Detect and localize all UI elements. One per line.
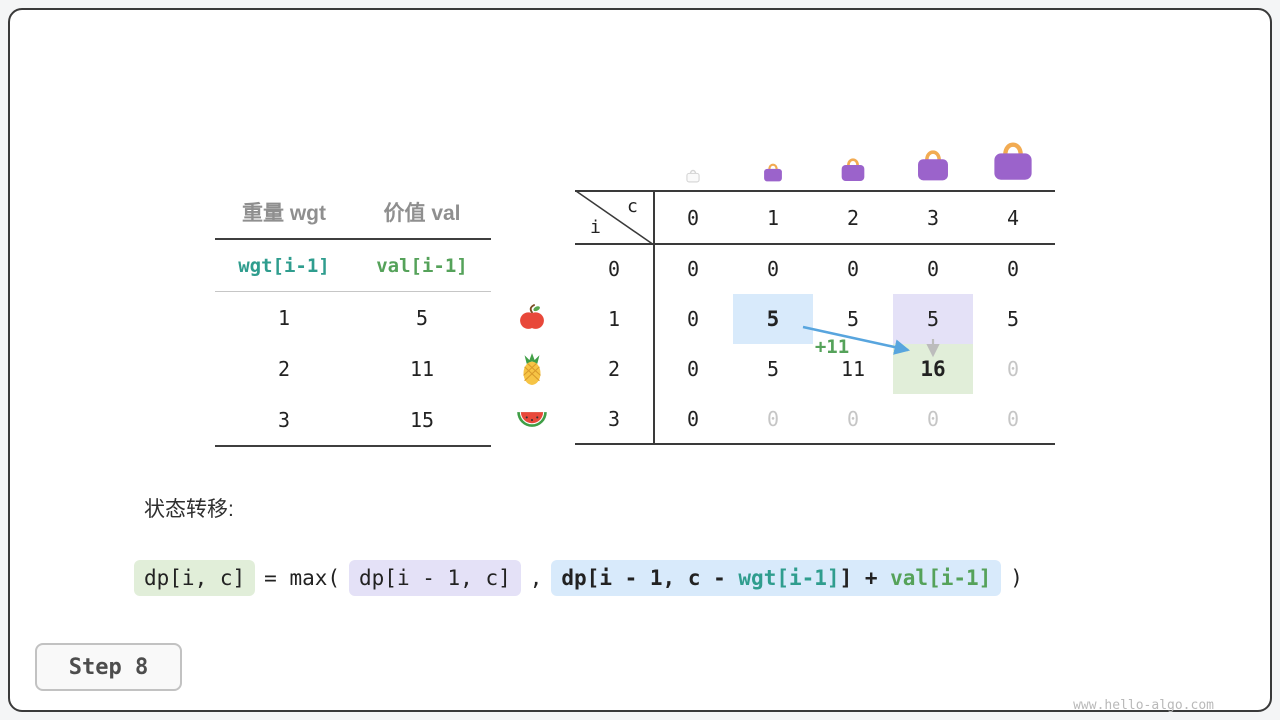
step-badge: Step 8: [35, 643, 182, 691]
dp-cell-2-0: 0: [686, 357, 700, 381]
dp-table-grid: 0 1 2 3 4 0 0 0 0 0 0 5 5 5 5 0 5 11 16 …: [653, 192, 1053, 444]
state-transition-formula: dp[i, c] = max( dp[i - 1, c] , dp[i - 1,…: [134, 560, 1032, 596]
dp-cell-3-1: 0: [766, 407, 780, 431]
formula-lhs-chip: dp[i, c]: [134, 560, 256, 596]
bag-icon-capacity-2: [838, 155, 868, 187]
bag-icon-capacity-0: [685, 168, 701, 187]
dp-cell-2-1: 5: [766, 357, 780, 381]
formula-close: ): [1010, 566, 1023, 590]
dp-cell-1-0: 0: [686, 307, 700, 331]
dp-cell-0-0: 0: [686, 257, 700, 281]
bag-icon-capacity-4: [988, 137, 1038, 187]
formula-arg2-val: val[i-1]: [890, 566, 992, 590]
dp-row-labels: 0 1 2 3: [575, 244, 653, 444]
formula-arg1-chip: dp[i - 1, c]: [349, 560, 521, 596]
dp-top-line: [575, 190, 1055, 192]
item-2-weight: 2: [277, 356, 291, 381]
col-header-weight: 重量 wgt: [242, 202, 326, 225]
item-row-1: 1 5: [215, 292, 491, 343]
step-label: Step 8: [68, 654, 149, 680]
formula-comma: ,: [529, 566, 543, 590]
corner-col-var: c: [627, 196, 638, 217]
col-header-value: 价值 val: [383, 202, 461, 225]
items-formula-row: wgt[i-1] val[i-1]: [215, 240, 491, 292]
dp-cell-0-1: 0: [766, 257, 780, 281]
watermark: www.hello-algo.com: [1073, 698, 1214, 713]
dp-cell-2-3: 16: [893, 344, 973, 394]
dp-cell-3-0: 0: [686, 407, 700, 431]
bag-icon-capacity-3: [913, 146, 953, 187]
formula-arg2-chip: dp[i - 1, c - wgt[i-1]] + val[i-1]: [551, 560, 1002, 596]
dp-vertical-line: [653, 190, 655, 445]
corner-row-var: i: [590, 217, 601, 238]
watermelon-icon: [514, 394, 550, 445]
formula-arg2-wgt: wgt[i-1]: [738, 566, 840, 590]
formula-arg2-prefix: dp[i - 1, c -: [561, 566, 739, 590]
dp-col-header-2: 2: [846, 206, 860, 230]
item-2-value: 11: [409, 356, 435, 381]
item-3-value: 15: [409, 407, 435, 432]
dp-col-header-4: 4: [1006, 206, 1020, 230]
dp-cell-1-1: 5: [733, 294, 813, 344]
dp-cell-3-4: 0: [1006, 407, 1020, 431]
dp-cell-1-4: 5: [1006, 307, 1020, 331]
dp-row-label-2: 2: [607, 357, 621, 381]
dp-cell-0-3: 0: [926, 257, 940, 281]
dp-bottom-line: [575, 443, 1055, 445]
dp-cell-3-3: 0: [926, 407, 940, 431]
items-table: 重量 wgt 价值 val wgt[i-1] val[i-1] 1 5 2 11…: [215, 186, 491, 447]
dp-cell-2-2: 11: [840, 357, 866, 381]
dp-col-header-1: 1: [766, 206, 780, 230]
pineapple-icon: [514, 343, 550, 394]
item-row-2: 2 11: [215, 343, 491, 394]
dp-row-label-0: 0: [607, 257, 621, 281]
apple-icon: [514, 292, 550, 343]
dp-row-label-3: 3: [607, 407, 621, 431]
dp-row-label-1: 1: [607, 307, 621, 331]
item-1-weight: 1: [277, 305, 291, 330]
items-rows: 1 5 2 11 3 15: [215, 292, 491, 447]
dp-cell-0-4: 0: [1006, 257, 1020, 281]
plus-value-annotation: +11: [814, 336, 850, 358]
bag-icon-capacity-1: [761, 161, 785, 187]
val-formula-label: val[i-1]: [376, 254, 468, 277]
dp-cell-3-2: 0: [846, 407, 860, 431]
items-table-header: 重量 wgt 价值 val: [215, 186, 491, 240]
formula-op: = max(: [264, 566, 341, 590]
dp-cell-2-4: 0: [1006, 357, 1020, 381]
item-3-weight: 3: [277, 407, 291, 432]
transition-title: 状态转移:: [144, 498, 234, 521]
item-1-value: 5: [415, 305, 429, 330]
dp-col-header-0: 0: [686, 206, 700, 230]
dp-header-line: [575, 243, 1055, 245]
dp-cell-1-2: 5: [846, 307, 860, 331]
dp-col-header-3: 3: [926, 206, 940, 230]
item-row-3: 3 15: [215, 394, 491, 445]
dp-cell-0-2: 0: [846, 257, 860, 281]
dp-cell-1-3: 5: [893, 294, 973, 344]
wgt-formula-label: wgt[i-1]: [238, 254, 330, 277]
formula-arg2-mid: ] +: [839, 566, 891, 590]
